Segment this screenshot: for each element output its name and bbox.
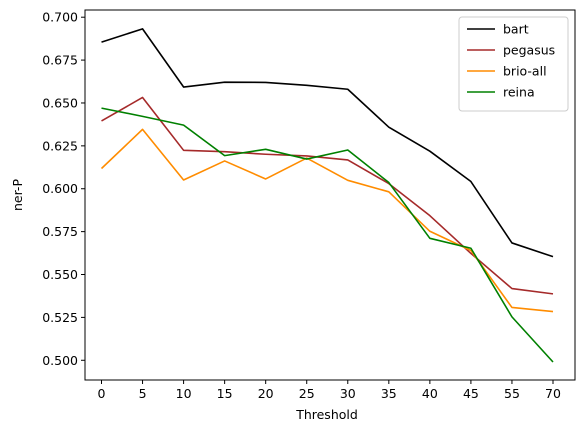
y-tick-label: 0.525 bbox=[42, 310, 78, 325]
x-tick-label: 15 bbox=[217, 386, 233, 401]
x-tick-label: 70 bbox=[545, 386, 561, 401]
x-tick-label: 20 bbox=[258, 386, 274, 401]
legend-label: pegasus bbox=[503, 43, 555, 58]
y-tick-label: 0.500 bbox=[42, 353, 78, 368]
y-tick-label: 0.600 bbox=[42, 181, 78, 196]
x-tick-label: 30 bbox=[340, 386, 356, 401]
y-tick-label: 0.550 bbox=[42, 267, 78, 282]
x-tick-label: 35 bbox=[381, 386, 397, 401]
x-tick-label: 0 bbox=[98, 386, 106, 401]
legend-label: brio-all bbox=[503, 64, 547, 79]
y-tick-label: 0.650 bbox=[42, 95, 78, 110]
series-line-brio-all bbox=[100, 128, 554, 313]
y-tick-label: 0.575 bbox=[42, 224, 78, 239]
series-line-reina bbox=[101, 107, 554, 363]
x-tick-label: 25 bbox=[299, 386, 315, 401]
series-layer bbox=[100, 28, 554, 363]
legend: bart pegasus brio-all reina bbox=[458, 16, 569, 112]
x-tick-label: 45 bbox=[463, 386, 479, 401]
y-tick-label: 0.700 bbox=[42, 10, 78, 25]
x-tick-label: 5 bbox=[139, 386, 147, 401]
y-axis: 0.500 0.525 0.550 0.575 0.600 0.625 0.650 0.675… bbox=[42, 10, 85, 368]
legend-label: reina bbox=[503, 85, 535, 100]
x-tick-label: 40 bbox=[422, 386, 438, 401]
x-tick-label: 55 bbox=[504, 386, 520, 401]
series-line-pegasus bbox=[101, 96, 554, 295]
y-tick-label: 0.625 bbox=[42, 138, 78, 153]
legend-box bbox=[458, 16, 569, 112]
x-axis: 0 5 10 15 20 25 30 35 40 45 55 70 bbox=[98, 380, 561, 401]
x-tick-label: 10 bbox=[176, 386, 192, 401]
y-tick-label: 0.675 bbox=[42, 53, 78, 68]
plot-frame bbox=[84, 9, 576, 381]
series-line-bart bbox=[101, 28, 554, 258]
legend-label: bart bbox=[503, 22, 529, 37]
x-axis-label: Threshold bbox=[295, 407, 358, 422]
y-axis-label: ner-P bbox=[10, 179, 25, 211]
